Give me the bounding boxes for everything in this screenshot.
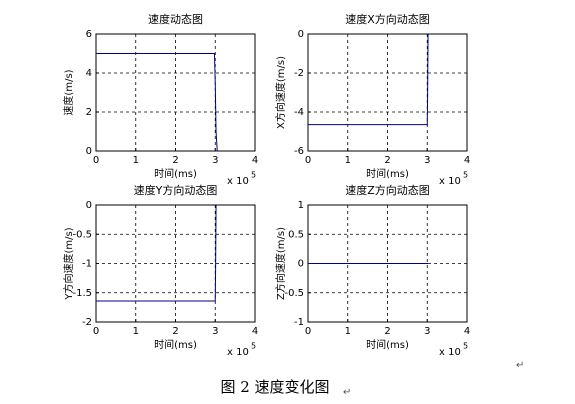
y-tick-label: 0 <box>298 29 304 40</box>
y-tick-label: -1 <box>82 259 92 270</box>
y-axis-label: 速度(m/s) <box>62 69 75 115</box>
x-scale-label: x 10 <box>439 347 461 358</box>
x-tick-label: 3 <box>424 155 430 166</box>
x-scale-exponent: 5 <box>463 171 468 180</box>
y-axis-label: Y方向速度(m/s) <box>62 227 75 300</box>
y-tick-label: 0 <box>86 200 92 211</box>
x-tick-label: 3 <box>212 326 218 337</box>
y-tick-label: -6 <box>294 146 304 157</box>
x-tick-label: 0 <box>93 326 99 337</box>
x-tick-label: 2 <box>172 326 178 337</box>
y-tick-label: -1.5 <box>72 288 92 299</box>
y-tick-label: -1 <box>294 317 304 328</box>
x-tick-label: 0 <box>93 155 99 166</box>
x-tick-label: 4 <box>464 155 470 166</box>
x-axis-label: 时间(ms) <box>154 338 197 351</box>
y-tick-label: 2 <box>86 107 92 118</box>
x-tick-label: 0 <box>305 155 311 166</box>
y-tick-label: -2 <box>82 317 92 328</box>
y-tick-label: 6 <box>86 29 92 40</box>
paragraph-mark: ↵ <box>343 387 351 398</box>
axes-box <box>95 33 256 152</box>
axes-box <box>95 204 256 323</box>
x-tick-label: 1 <box>133 326 139 337</box>
y-axis-label: Z方向速度(m/s) <box>274 227 287 300</box>
x-scale-exponent: 5 <box>251 342 256 351</box>
x-tick-label: 1 <box>345 326 351 337</box>
axes-box <box>307 33 468 152</box>
plot-area <box>96 34 255 151</box>
data-line <box>96 204 217 302</box>
chart-title: 速度Z方向动态图 <box>345 183 430 197</box>
x-scale-label: x 10 <box>227 347 249 358</box>
y-tick-label: -0.5 <box>72 229 92 240</box>
chart-title: 速度X方向动态图 <box>345 12 430 26</box>
plot-area <box>308 34 467 151</box>
data-line <box>96 53 218 152</box>
y-tick-label: 0 <box>298 259 304 270</box>
y-tick-label: 4 <box>86 68 92 79</box>
caption: 图 2 速度变化图 <box>220 378 329 396</box>
x-scale-exponent: 5 <box>463 342 468 351</box>
chart-title: 速度动态图 <box>148 12 203 26</box>
x-tick-label: 4 <box>252 326 258 337</box>
y-tick-label: -4 <box>294 107 304 118</box>
x-tick-label: 2 <box>384 155 390 166</box>
y-axis-label: X方向速度(m/s) <box>274 56 287 129</box>
x-tick-label: 3 <box>424 326 430 337</box>
chart-title: 速度Y方向动态图 <box>134 183 218 197</box>
x-tick-label: 1 <box>133 155 139 166</box>
x-scale-exponent: 5 <box>251 171 256 180</box>
x-tick-label: 2 <box>384 326 390 337</box>
x-tick-label: 1 <box>345 155 351 166</box>
x-tick-label: 4 <box>464 326 470 337</box>
paragraph-mark: ↵ <box>516 360 524 371</box>
x-tick-label: 3 <box>212 155 218 166</box>
x-scale-label: x 10 <box>439 176 461 187</box>
y-tick-label: 1 <box>298 200 304 211</box>
x-axis-label: 时间(ms) <box>154 167 197 180</box>
data-line <box>308 33 429 126</box>
x-axis-label: 时间(ms) <box>366 167 409 180</box>
y-tick-label: 0.5 <box>288 229 304 240</box>
x-axis-label: 时间(ms) <box>366 338 409 351</box>
x-scale-label: x 10 <box>227 176 249 187</box>
y-tick-label: 0 <box>86 146 92 157</box>
y-tick-label: -0.5 <box>284 288 304 299</box>
x-tick-label: 2 <box>172 155 178 166</box>
x-tick-label: 4 <box>252 155 258 166</box>
x-tick-label: 0 <box>305 326 311 337</box>
y-tick-label: -2 <box>294 68 304 79</box>
